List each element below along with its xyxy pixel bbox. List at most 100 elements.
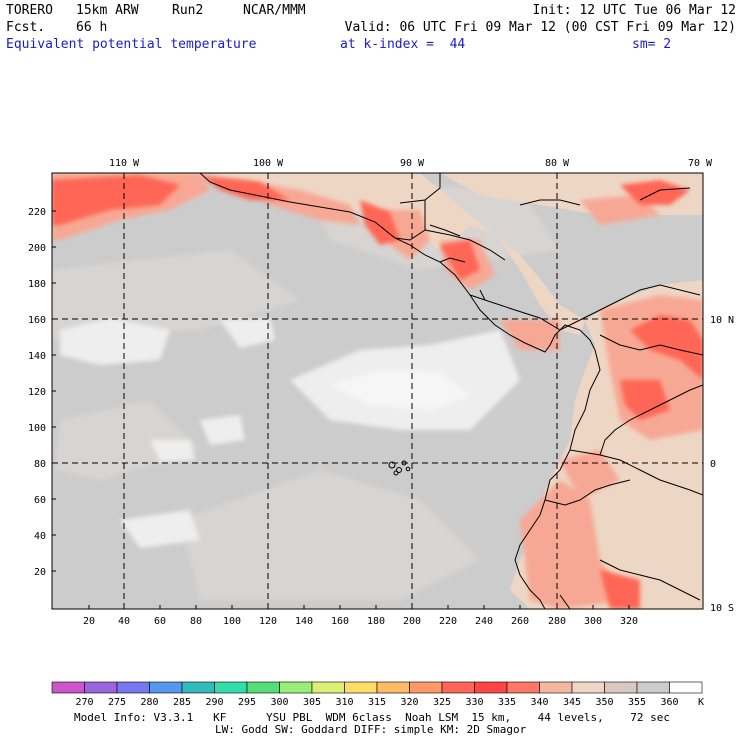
lon-label: 100 W [253,158,284,169]
coastlines [199,173,703,609]
colorbar-swatch [149,681,183,694]
y-tick-label: 20 [34,567,46,578]
x-tick-label: 240 [475,616,493,627]
model-info-line: Model Info: V3.3.1 KF YSU PBL WDM 6class… [74,711,671,724]
colorbar-label: 290 [205,697,223,708]
x-tick-label: 120 [259,616,277,627]
galapagos-islands [388,460,411,476]
latitude-labels: 10 N 0 10 S [710,315,734,614]
lon-label: 90 W [400,158,425,169]
x-tick-label: 160 [331,616,349,627]
lon-label: 110 W [109,158,140,169]
lat-label: 10 N [710,315,734,326]
colorbar-swatch [669,681,703,694]
colorbar [51,681,703,694]
colorbar-label: 315 [368,697,386,708]
x-tick-label: 140 [295,616,313,627]
x-tick-label: 260 [511,616,529,627]
x-tick-label: 280 [548,616,566,627]
colorbar-swatch [279,681,313,694]
y-tick-label: 180 [28,279,46,290]
colorbar-swatch [246,681,280,694]
y-tick-label: 60 [34,495,46,506]
valid-time: Valid: 06 UTC Fri 09 Mar 12 (00 CST Fri … [344,20,736,35]
lon-label: 80 W [545,158,570,169]
colorbar-swatch [344,681,378,694]
lat-label: 10 S [710,603,734,614]
colorbar-label: 360 [660,697,678,708]
lon-label: 70 W [688,158,713,169]
colorbar-label: 350 [595,697,613,708]
colorbar-swatch [636,681,670,694]
x-tick-label: 100 [223,616,241,627]
colorbar-label: 275 [108,697,126,708]
colorbar-swatch [506,681,540,694]
x-tick-marks [88,605,630,609]
x-tick-label: 300 [584,616,602,627]
y-tick-label: 160 [28,315,46,326]
model-resolution: 15km ARW [76,3,139,18]
colorbar-label: 335 [498,697,516,708]
y-tick-marks [52,210,56,572]
y-tick-label: 220 [28,207,46,218]
y-tick-label: 200 [28,243,46,254]
forecast-hours: 66 h [76,20,108,35]
longitude-labels: 110 W 100 W 90 W 80 W 70 W [109,158,713,169]
smoothing-value: sm= 2 [632,37,672,52]
colorbar-swatch [539,681,573,694]
colorbar-label: 325 [433,697,451,708]
x-tick-label: 40 [118,616,130,627]
y-tick-label: 120 [28,387,46,398]
colorbar-label: 285 [173,697,191,708]
colorbar-label: 340 [530,697,548,708]
y-tick-label: 100 [28,423,46,434]
org-label: NCAR/MMM [243,3,306,18]
colorbar-swatch [84,681,118,694]
x-tick-label: 20 [83,616,95,627]
field-name: Equivalent potential temperature [6,37,257,52]
colorbar-label: 305 [303,697,321,708]
colorbar-swatch [116,681,150,694]
x-tick-label: 180 [367,616,385,627]
colorbar-label: 270 [75,697,93,708]
colorbar-label: 310 [335,697,353,708]
colorbar-swatch [604,681,638,694]
x-tick-label: 320 [620,616,638,627]
colorbar-label: 280 [140,697,158,708]
colorbar-label: 295 [238,697,256,708]
y-tick-label: 40 [34,531,46,542]
init-time: Init: 12 UTC Tue 06 Mar 12 [532,3,737,18]
colorbar-swatch [181,681,215,694]
y-tick-label: 140 [28,351,46,362]
x-tick-label: 200 [403,616,421,627]
colorbar-labels: 270 275 280 285 290 295 300 305 310 315 320 325 330 3… [75,697,678,708]
colorbar-label: 330 [465,697,483,708]
colorbar-swatch [311,681,345,694]
colorbar-label: 320 [400,697,418,708]
colorbar-swatch [51,681,85,694]
colorbar-swatch [214,681,248,694]
x-tick-label: 60 [154,616,166,627]
model-name: TORERO [6,3,53,18]
colorbar-unit: K [698,697,704,708]
level-index: at k-index = 44 [340,37,466,52]
x-tick-labels: 20 40 60 80 100 120 140 160 180 200 220 … [83,616,638,627]
colorbar-label: 300 [270,697,288,708]
physics-info-line: LW: Godd SW: Goddard DIFF: simple KM: 2D… [215,723,527,736]
x-tick-label: 80 [190,616,202,627]
colorbar-swatch [571,681,605,694]
ocean-cool-patches [60,318,520,548]
map-field [52,173,703,609]
lat-label: 0 [710,459,716,470]
colorbar-swatch [376,681,410,694]
colorbar-label: 345 [563,697,581,708]
x-tick-label: 220 [439,616,457,627]
colorbar-swatch [409,681,443,694]
y-tick-labels: 20 40 60 80 100 120 140 160 180 200 220 [28,207,46,578]
colorbar-label: 355 [628,697,646,708]
forecast-label: Fcst. [6,20,46,35]
colorbar-swatch [474,681,508,694]
colorbar-swatch [441,681,475,694]
y-tick-label: 80 [34,459,46,470]
